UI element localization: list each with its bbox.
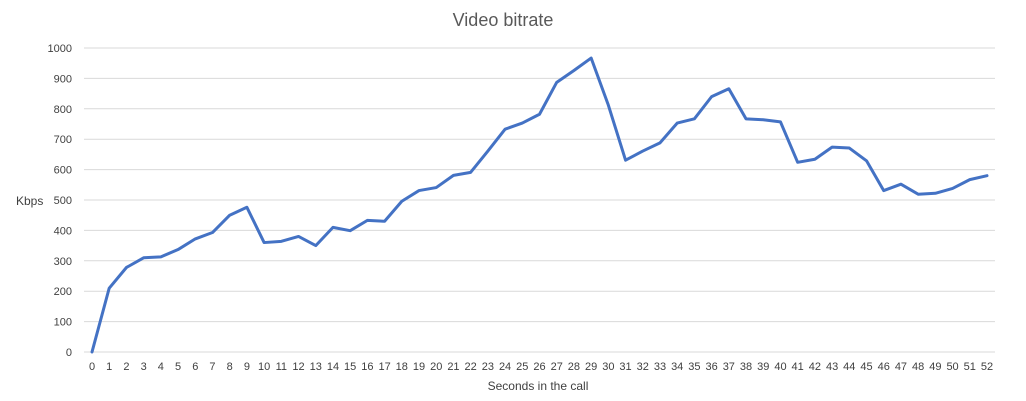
x-tick-label: 29 <box>585 361 597 373</box>
x-tick-label: 22 <box>465 361 477 373</box>
y-tick-label: 600 <box>54 165 72 177</box>
x-tick-label: 42 <box>809 361 821 373</box>
x-tick-label: 6 <box>192 361 198 373</box>
y-tick-label: 900 <box>54 73 72 85</box>
x-tick-label: 34 <box>671 361 683 373</box>
x-tick-label: 38 <box>740 361 752 373</box>
x-tick-label: 16 <box>361 361 373 373</box>
y-tick-label: 700 <box>54 134 72 146</box>
x-tick-label: 4 <box>158 361 164 373</box>
x-tick-label: 40 <box>774 361 786 373</box>
x-tick-label: 32 <box>637 361 649 373</box>
x-tick-label: 15 <box>344 361 356 373</box>
x-tick-label: 13 <box>310 361 322 373</box>
x-axis-ticks: 0 1 2 3 4 5 6 7 8 9 10 11 12 13 14 15 16 17 18 19 20 21 22 23 24… <box>89 361 993 373</box>
series-line <box>90 56 989 354</box>
y-tick-label: 800 <box>54 104 72 116</box>
y-tick-label: 400 <box>54 225 72 237</box>
x-tick-label: 25 <box>516 361 528 373</box>
x-tick-label: 36 <box>705 361 717 373</box>
gridlines <box>84 47 995 353</box>
x-tick-label: 41 <box>792 361 804 373</box>
x-tick-label: 45 <box>860 361 872 373</box>
x-tick-label: 5 <box>175 361 181 373</box>
x-tick-label: 43 <box>826 361 838 373</box>
x-tick-label: 35 <box>688 361 700 373</box>
y-tick-label: 100 <box>54 317 72 329</box>
x-tick-label: 39 <box>757 361 769 373</box>
x-tick-label: 44 <box>843 361 855 373</box>
x-tick-label: 17 <box>378 361 390 373</box>
x-tick-label: 21 <box>447 361 459 373</box>
x-tick-label: 3 <box>141 361 147 373</box>
y-tick-label: 0 <box>66 347 72 359</box>
x-tick-label: 9 <box>244 361 250 373</box>
x-tick-label: 24 <box>499 361 511 373</box>
x-tick-label: 33 <box>654 361 666 373</box>
x-tick-label: 50 <box>946 361 958 373</box>
x-tick-label: 11 <box>276 361 287 373</box>
x-tick-label: 23 <box>482 361 494 373</box>
x-tick-label: 12 <box>292 361 304 373</box>
x-tick-label: 51 <box>964 361 976 373</box>
chart-title: Video bitrate <box>453 10 554 30</box>
x-tick-label: 8 <box>227 361 233 373</box>
x-tick-label: 37 <box>723 361 735 373</box>
y-tick-label: 300 <box>54 256 72 268</box>
y-tick-label: 1000 <box>48 43 72 55</box>
x-tick-label: 7 <box>209 361 215 373</box>
x-tick-label: 0 <box>89 361 95 373</box>
x-tick-label: 27 <box>551 361 563 373</box>
x-axis-title: Seconds in the call <box>488 379 589 393</box>
x-tick-label: 18 <box>396 361 408 373</box>
x-tick-label: 20 <box>430 361 442 373</box>
y-axis-ticks: 0 100 200 300 400 500 600 700 800 900 1000 <box>48 43 72 359</box>
x-tick-label: 19 <box>413 361 425 373</box>
series-layer <box>90 56 989 354</box>
x-tick-label: 49 <box>929 361 941 373</box>
x-tick-label: 46 <box>878 361 890 373</box>
x-tick-label: 28 <box>568 361 580 373</box>
x-tick-label: 31 <box>619 361 631 373</box>
x-tick-label: 52 <box>981 361 993 373</box>
x-tick-label: 48 <box>912 361 924 373</box>
x-tick-label: 10 <box>258 361 270 373</box>
y-axis-title: Kbps <box>16 194 43 208</box>
x-tick-label: 2 <box>123 361 129 373</box>
y-tick-label: 200 <box>54 286 72 298</box>
x-tick-label: 14 <box>327 361 339 373</box>
x-tick-label: 1 <box>106 361 112 373</box>
x-tick-label: 47 <box>895 361 907 373</box>
x-tick-label: 30 <box>602 361 614 373</box>
y-tick-label: 500 <box>54 195 72 207</box>
x-tick-label: 26 <box>533 361 545 373</box>
